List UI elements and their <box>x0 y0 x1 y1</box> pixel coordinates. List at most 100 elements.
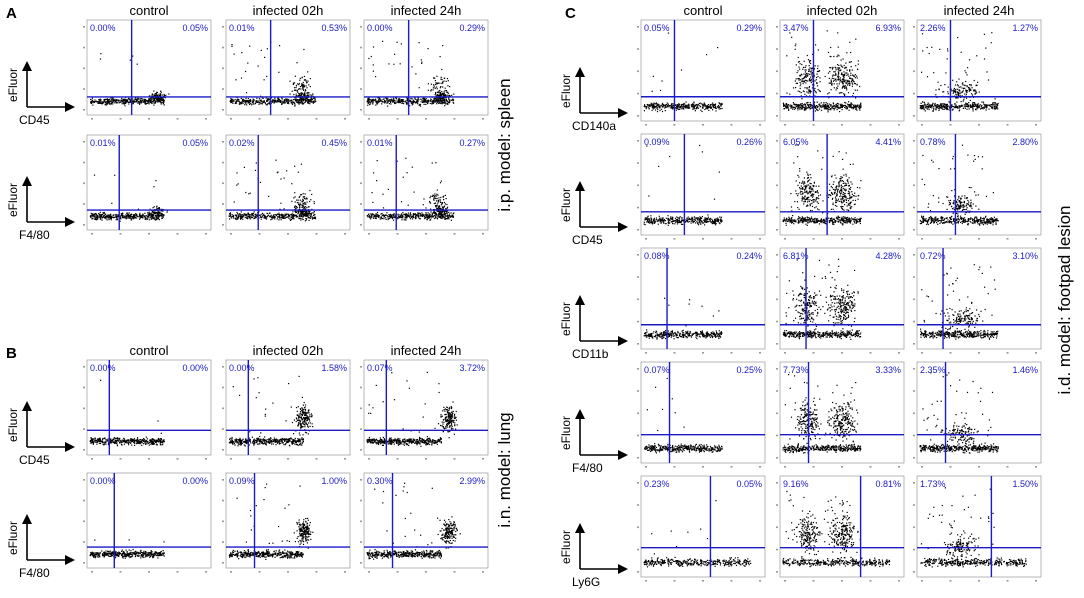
event-dot <box>135 439 137 441</box>
event-dot <box>431 440 433 442</box>
event-dot <box>388 103 391 105</box>
event-dot <box>239 217 242 219</box>
event-dot <box>141 552 143 554</box>
event-dot <box>123 553 126 555</box>
event-dot <box>108 555 110 557</box>
event-dot <box>162 210 164 212</box>
event-dot <box>141 101 143 103</box>
event-dot <box>131 440 133 443</box>
event-dot <box>248 437 250 439</box>
event-dot <box>91 218 93 220</box>
event-dot <box>256 101 258 103</box>
event-dot <box>455 419 457 421</box>
event-dot <box>441 210 444 212</box>
event-dot <box>298 88 300 90</box>
event-dot <box>411 166 413 168</box>
event-dot <box>129 442 131 444</box>
event-dot <box>297 212 299 214</box>
event-dot <box>96 556 98 558</box>
event-dot <box>168 93 170 95</box>
event-dot <box>452 101 454 103</box>
event-dot <box>436 216 438 218</box>
event-dot <box>307 214 309 216</box>
model-label: i.p. model: spleen <box>495 78 514 211</box>
event-dot <box>305 417 307 419</box>
event-dot <box>153 102 155 104</box>
event-dot <box>298 211 300 213</box>
event-dot <box>292 440 294 442</box>
event-dot <box>112 442 114 444</box>
event-dot <box>416 439 418 441</box>
event-dot <box>285 439 287 441</box>
event-dot <box>123 102 125 104</box>
event-dot <box>435 97 437 99</box>
event-dot <box>161 444 163 446</box>
x-tick <box>368 118 370 120</box>
event-dot <box>128 212 130 214</box>
event-dot <box>157 99 159 101</box>
event-dot <box>156 216 158 218</box>
event-dot <box>244 101 246 103</box>
event-dot <box>431 103 433 105</box>
event-dot <box>237 100 239 102</box>
event-dot <box>129 217 131 219</box>
event-dot <box>443 210 445 212</box>
event-dot <box>147 212 149 214</box>
event-dot <box>248 444 250 446</box>
event-dot <box>432 89 434 91</box>
event-dot <box>448 409 450 411</box>
event-dot <box>394 99 396 101</box>
event-dot <box>302 86 304 88</box>
event-dot <box>116 216 118 218</box>
event-dot <box>244 216 246 219</box>
event-dot <box>410 441 413 443</box>
event-dot <box>310 98 313 100</box>
event-dot <box>101 219 103 221</box>
event-dot <box>95 214 97 216</box>
event-dot <box>98 442 100 444</box>
event-dot <box>426 438 428 440</box>
event-dot <box>450 219 452 221</box>
event-dot <box>109 215 111 217</box>
x-tick <box>453 458 456 460</box>
event-dot <box>244 214 246 216</box>
event-dot <box>309 210 311 213</box>
event-dot <box>311 193 313 195</box>
event-dot <box>134 550 136 552</box>
event-dot <box>374 217 376 219</box>
event-dot <box>308 211 310 213</box>
event-dot <box>162 441 164 443</box>
event-dot <box>241 214 244 216</box>
event-dot <box>148 213 151 215</box>
event-dot <box>90 442 92 444</box>
event-dot <box>299 214 301 216</box>
event-dot <box>306 210 308 212</box>
event-dot <box>417 101 419 103</box>
event-dot <box>385 218 387 220</box>
event-dot <box>295 208 297 210</box>
event-dot <box>401 102 403 104</box>
event-dot <box>291 102 293 104</box>
event-dot <box>136 440 138 442</box>
event-dot <box>299 77 301 79</box>
event-dot <box>296 202 298 204</box>
event-dot <box>425 213 427 215</box>
event-dot <box>247 213 249 215</box>
event-dot <box>285 442 287 445</box>
event-dot <box>380 440 382 442</box>
event-dot <box>113 216 116 218</box>
event-dot <box>148 217 150 219</box>
event-dot <box>129 100 131 102</box>
event-dot <box>276 101 278 103</box>
event-dot <box>309 414 311 416</box>
event-dot <box>110 215 112 217</box>
event-dot <box>291 213 293 216</box>
event-dot <box>370 438 372 441</box>
x-tick <box>91 118 93 120</box>
event-dot <box>400 100 402 102</box>
event-dot <box>400 213 403 215</box>
event-dot <box>231 439 233 441</box>
event-dot <box>154 214 156 217</box>
event-dot <box>447 422 449 424</box>
event-dot <box>248 215 250 217</box>
